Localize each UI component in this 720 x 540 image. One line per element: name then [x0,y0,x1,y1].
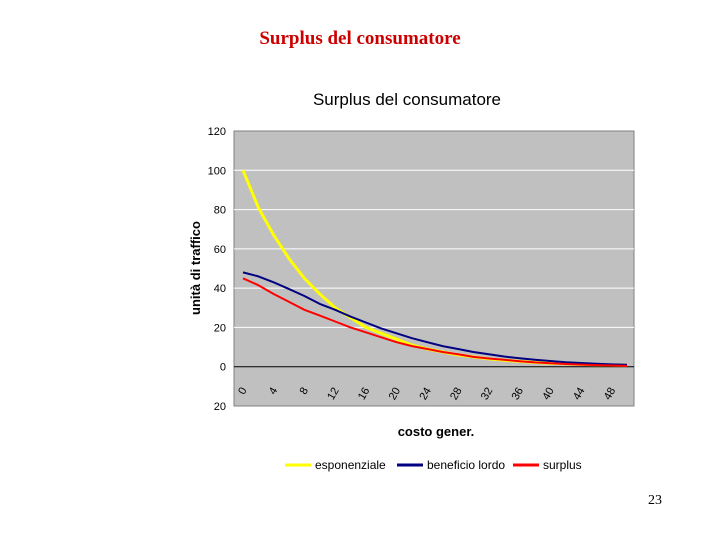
y-tick-label: 120 [208,126,226,138]
y-axis-ticks: 120 100 80 60 40 20 0 20 [208,126,226,413]
x-tick-label: 28 [448,386,465,403]
x-tick-label: 8 [298,386,311,397]
x-tick-label: 48 [602,386,619,403]
series-line [242,271,628,366]
x-tick-label: 44 [571,386,588,403]
legend-entry: esponenziale [315,458,386,472]
y-tick-label: 80 [214,205,226,217]
series-line [242,277,628,367]
plot-area [233,130,635,407]
legend-entry: surplus [543,458,582,472]
x-tick-label: 4 [267,386,280,397]
y-axis-label: unità di traffico [188,221,203,315]
x-tick-label: 40 [540,386,557,403]
x-tick-label: 20 [387,386,404,403]
x-tick-label: 36 [510,386,527,403]
legend: esponenziale beneficio lordo surplus [285,458,582,472]
y-tick-label: 20 [214,401,226,413]
x-tick-label: 32 [479,386,496,403]
chart-title: Surplus del consumatore [313,90,501,109]
x-axis-ticks: 0 4 8 12 16 20 24 28 32 36 40 44 48 [236,386,618,403]
gridlines [234,169,634,368]
y-tick-label: 40 [214,283,226,295]
x-tick-label: 16 [356,386,373,403]
y-tick-label: 0 [220,362,226,374]
series-lines [241,169,628,367]
x-axis-label: costo gener. [398,424,475,439]
y-tick-label: 20 [214,322,226,334]
x-tick-label: 0 [236,386,249,397]
x-tick-label: 12 [325,386,342,403]
y-tick-label: 100 [208,165,226,177]
legend-entry: beneficio lordo [427,458,505,472]
slide-title: Surplus del consumatore [259,28,461,49]
y-tick-label: 60 [214,244,226,256]
x-tick-label: 24 [417,386,434,403]
page-number: 23 [648,493,662,508]
